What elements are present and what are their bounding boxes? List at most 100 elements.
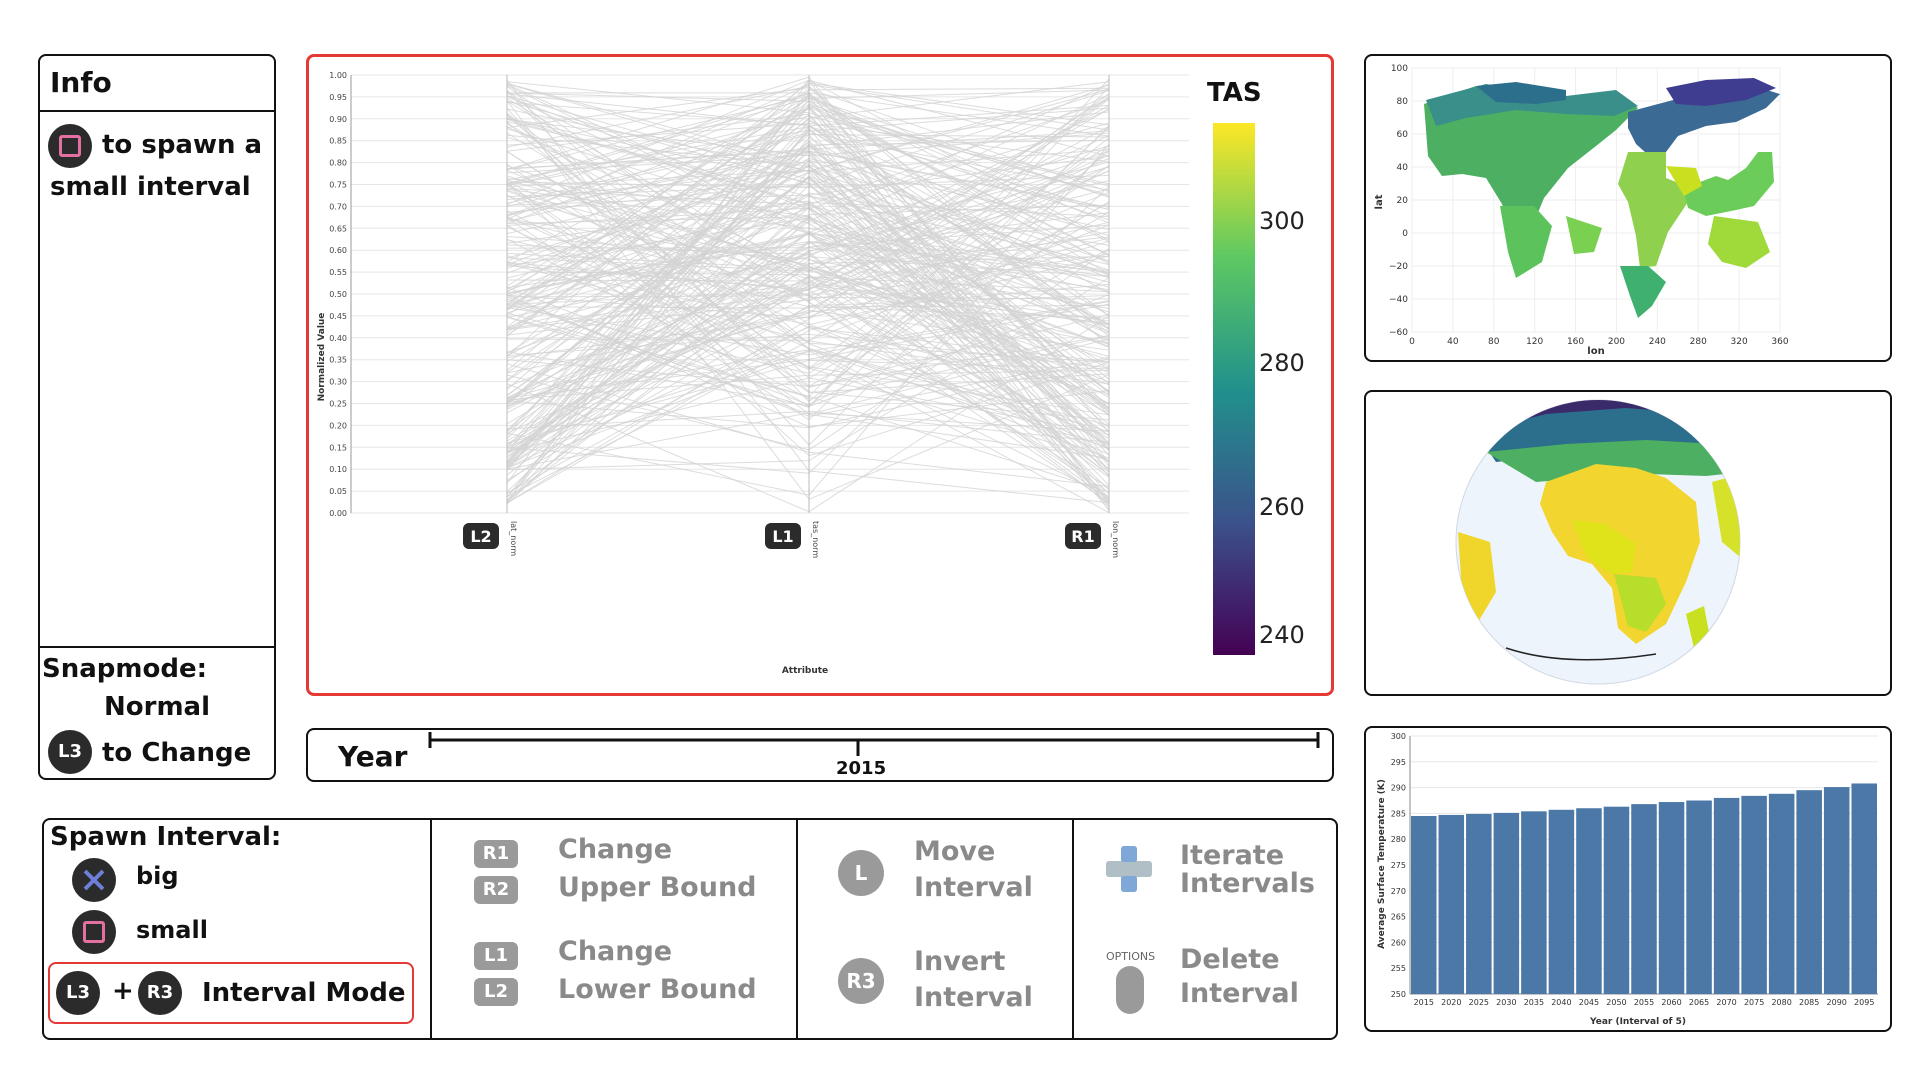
bar-x-label: Year (Interval of 5) bbox=[1589, 1017, 1686, 1027]
bar bbox=[1631, 804, 1657, 994]
globe-view[interactable] bbox=[1366, 392, 1890, 694]
colorbar-tick: 260 bbox=[1259, 493, 1305, 521]
year-slider-panel[interactable]: Year 2015 bbox=[306, 728, 1334, 782]
l1-key-icon: L1 bbox=[474, 942, 518, 970]
bar bbox=[1796, 790, 1822, 994]
r3-stick-icon: R3 bbox=[838, 958, 884, 1004]
axis-button-l2-icon[interactable]: L2 bbox=[463, 523, 499, 549]
temperature-bar-chart[interactable]: 250 255 260 265 270 275 280 285 290 295 300 2015 20… bbox=[1366, 728, 1890, 1030]
svg-text:L2: L2 bbox=[470, 527, 491, 546]
bar-y-tick: 255 bbox=[1391, 964, 1406, 973]
map-x-tick: 240 bbox=[1649, 337, 1666, 347]
bar-y-tick: 275 bbox=[1391, 861, 1406, 870]
y-tick-label: 0.65 bbox=[329, 224, 347, 233]
spawn-small-label: small bbox=[136, 916, 208, 944]
bar-y-tick: 290 bbox=[1391, 784, 1406, 793]
bar-y-tick: 265 bbox=[1391, 913, 1406, 922]
spawn-interval-title: Spawn Interval: bbox=[50, 822, 282, 852]
y-tick-label: 0.40 bbox=[329, 334, 347, 343]
options-label: OPTIONS bbox=[1106, 950, 1156, 963]
map-y-label: lat bbox=[1374, 194, 1385, 209]
upper-bound-text2: Upper Bound bbox=[558, 872, 757, 903]
move-interval-text2: Interval bbox=[914, 872, 1033, 903]
bar bbox=[1521, 811, 1547, 994]
y-tick-label: 0.25 bbox=[329, 400, 347, 409]
bar-x-tick: 2065 bbox=[1689, 998, 1709, 1007]
map-y-tick: 60 bbox=[1397, 130, 1409, 140]
move-interval-text1: Move bbox=[914, 836, 996, 867]
lat-lon-scatter-map[interactable]: 0 40 80 120 160 200 240 280 320 360100806040200−2… bbox=[1366, 56, 1890, 360]
spawn-big-label: big bbox=[136, 862, 179, 890]
plus-sign: + bbox=[112, 976, 134, 1006]
bar-x-tick: 2030 bbox=[1496, 998, 1516, 1007]
interval-mode-box: L3 + R3 Interval Mode bbox=[48, 962, 414, 1024]
lat-lon-map-panel[interactable]: 0 40 80 120 160 200 240 280 320 360 100 80 60 40 20 0 −2… bbox=[1364, 54, 1892, 362]
map-x-tick: 280 bbox=[1690, 337, 1707, 347]
invert-interval-text1: Invert bbox=[914, 946, 1006, 977]
temperature-bar-chart-panel[interactable]: 250 255 260 265 270 275 280 285 290 295 300 2015 20… bbox=[1364, 726, 1892, 1032]
map-x-tick: 80 bbox=[1488, 337, 1500, 347]
bar bbox=[1823, 787, 1850, 994]
r1-key-icon: R1 bbox=[474, 840, 518, 868]
bar-y-tick: 300 bbox=[1391, 732, 1406, 741]
bar-x-tick: 2015 bbox=[1414, 998, 1434, 1007]
y-tick-label: 0.30 bbox=[329, 378, 347, 387]
year-slider-track[interactable] bbox=[308, 730, 1332, 780]
map-x-tick: 40 bbox=[1447, 337, 1459, 347]
map-y-tick: −20 bbox=[1389, 262, 1408, 272]
colorbar-tick: 300 bbox=[1259, 207, 1305, 235]
bar-x-tick: 2035 bbox=[1524, 998, 1544, 1007]
map-x-tick: 200 bbox=[1608, 337, 1625, 347]
bar bbox=[1741, 795, 1767, 994]
axis-name-label: tas_norm bbox=[811, 521, 820, 558]
y-tick-label: 0.75 bbox=[329, 181, 347, 190]
options-button-icon bbox=[1116, 966, 1144, 1014]
y-tick-label: 0.20 bbox=[329, 421, 347, 430]
y-tick-label: 0.45 bbox=[329, 312, 347, 321]
bar-x-tick: 2075 bbox=[1744, 998, 1764, 1007]
globe-panel[interactable] bbox=[1364, 390, 1892, 696]
l3-button-icon: L3 bbox=[56, 971, 100, 1015]
r2-key-icon: R2 bbox=[474, 876, 518, 904]
y-tick-label: 0.15 bbox=[329, 443, 347, 452]
map-x-tick: 320 bbox=[1731, 337, 1748, 347]
bar bbox=[1686, 800, 1712, 994]
svg-text:R1: R1 bbox=[1071, 527, 1094, 546]
bar-x-tick: 2095 bbox=[1854, 998, 1874, 1007]
bar-x-tick: 2080 bbox=[1771, 998, 1791, 1007]
map-x-tick: 0 bbox=[1409, 337, 1415, 347]
y-tick-label: 0.00 bbox=[329, 509, 347, 518]
info-panel: Info to spawn a small interval Snapmode:… bbox=[38, 54, 276, 780]
iterate-intervals-text2: Intervals bbox=[1180, 868, 1315, 899]
iterate-intervals-text1: Iterate bbox=[1180, 840, 1285, 871]
bar bbox=[1603, 806, 1630, 994]
y-tick-label: 0.70 bbox=[329, 202, 347, 211]
divider bbox=[796, 820, 798, 1038]
bar-x-tick: 2090 bbox=[1827, 998, 1847, 1007]
delete-interval-text2: Interval bbox=[1180, 978, 1299, 1009]
divider bbox=[1072, 820, 1074, 1038]
map-y-tick: −40 bbox=[1389, 295, 1408, 305]
parallel-coordinates-panel[interactable]: 0.00 0.05 0.10 0.15 0.20 0.25 0.30 0.35 0.40 0.45… bbox=[306, 54, 1334, 696]
bar-x-tick: 2055 bbox=[1634, 998, 1654, 1007]
year-label: Year bbox=[338, 740, 408, 773]
l3-button-icon[interactable]: L3 bbox=[48, 730, 92, 774]
snapmode-change-text: to Change bbox=[102, 738, 252, 768]
interval-mode-label: Interval Mode bbox=[202, 978, 406, 1008]
y-tick-label: 0.85 bbox=[329, 137, 347, 146]
axis-button-l1-icon[interactable]: L1 bbox=[765, 523, 801, 549]
bar bbox=[1713, 797, 1740, 994]
y-tick-label: 0.55 bbox=[329, 268, 347, 277]
bar-y-tick: 280 bbox=[1391, 835, 1406, 844]
axis-name-label: lon_norm bbox=[1111, 521, 1120, 558]
bar bbox=[1493, 812, 1520, 994]
parallel-coordinates-chart[interactable]: 0.00 0.05 0.10 0.15 0.20 0.25 0.30 0.35 0.40 0.45… bbox=[309, 57, 1331, 693]
axis-button-r1-icon[interactable]: R1 bbox=[1065, 523, 1101, 549]
dpad-icon bbox=[1106, 846, 1152, 892]
info-title: Info bbox=[50, 66, 112, 99]
y-tick-label: 0.95 bbox=[329, 93, 347, 102]
bar bbox=[1466, 813, 1492, 994]
bar bbox=[1411, 815, 1437, 994]
map-x-tick: 160 bbox=[1567, 337, 1584, 347]
map-x-label: lon bbox=[1587, 346, 1604, 357]
